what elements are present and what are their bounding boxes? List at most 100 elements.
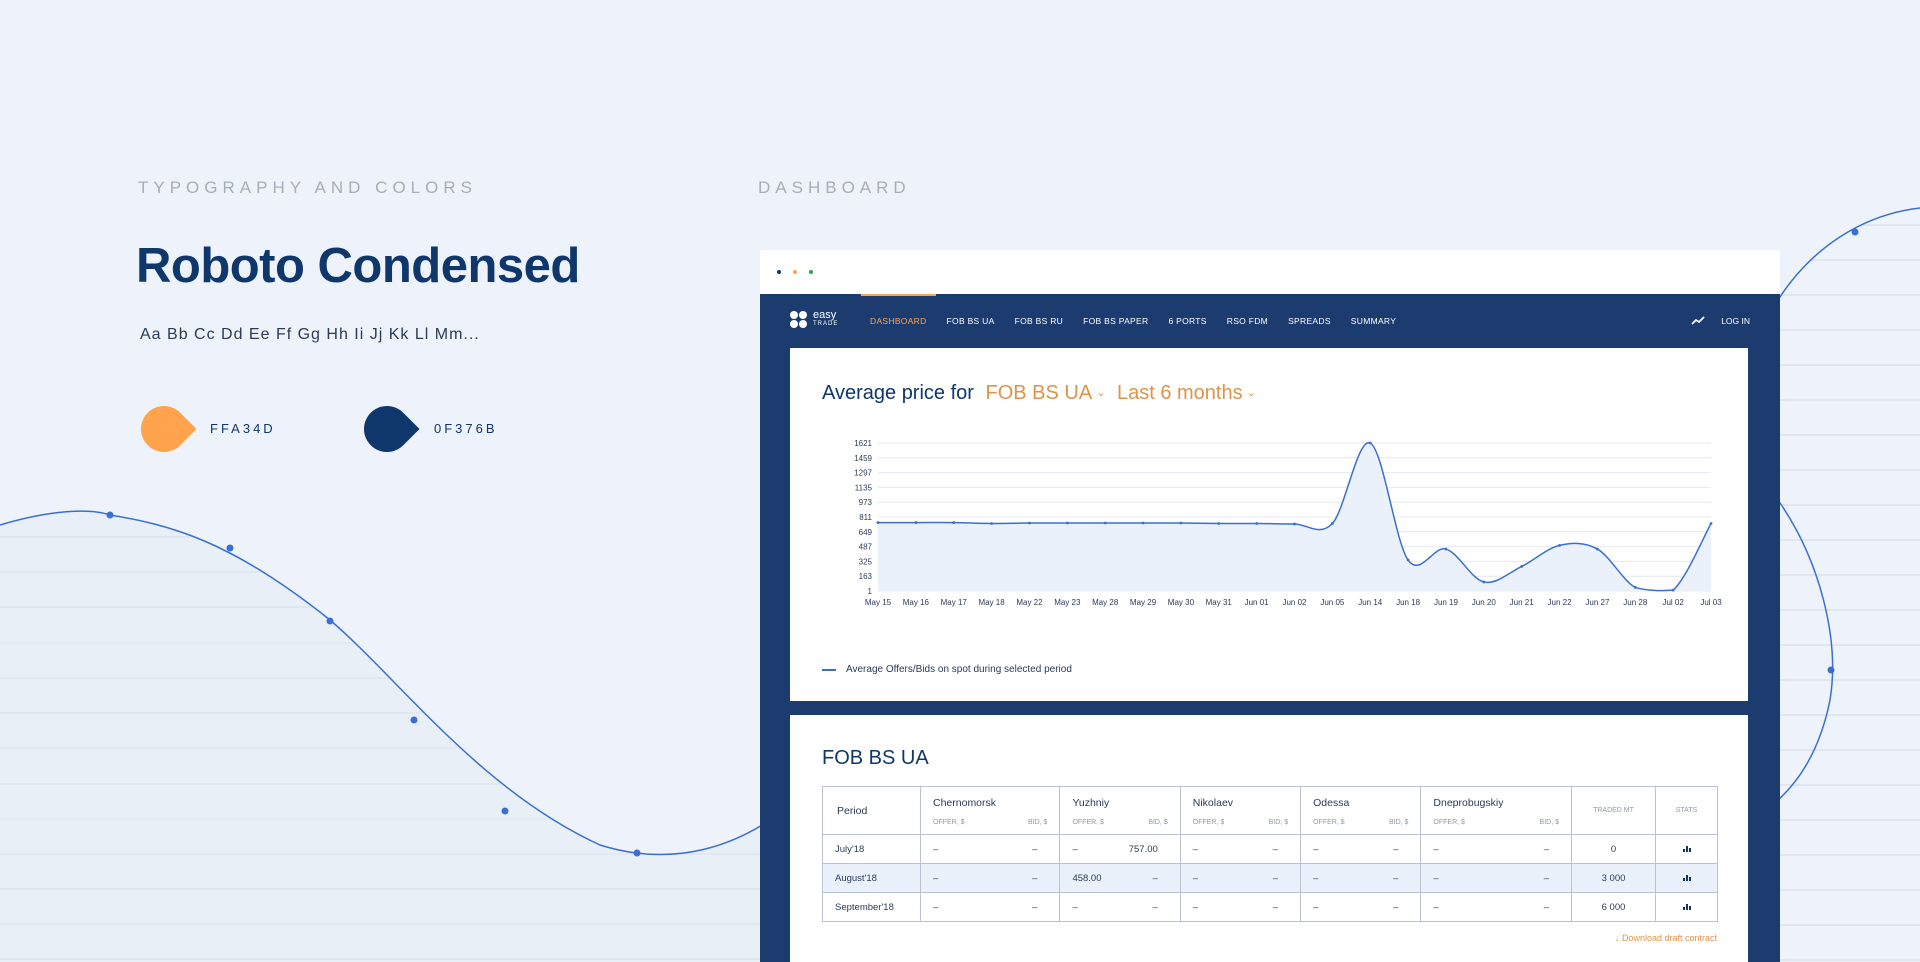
x-tick-label: Jun 01 [1245,598,1270,607]
font-name: Roboto Condensed [136,239,580,293]
stats-cell[interactable] [1655,834,1718,864]
offer-value: – [933,901,939,913]
window-dot-orange [793,270,797,274]
data-point [1482,580,1486,584]
market-dropdown-value: FOB BS UA [985,382,1093,404]
offer-label: OFFER, $ [1433,819,1465,826]
data-point [1255,522,1259,525]
data-point [952,521,956,524]
port-cell: – – [919,834,1061,864]
logo[interactable]: easy TRADE [790,309,839,329]
port-name: Chernomorsk [933,797,997,809]
header-port: Odessa OFFER, $ BID, $ [1300,786,1422,835]
header-port: Yuzhniy OFFER, $ BID, $ [1059,786,1181,835]
bid-label: BID, $ [1148,819,1168,826]
data-point [1179,521,1183,525]
stats-cell[interactable] [1655,892,1718,922]
nav-item-fob-bs-ua[interactable]: FOB BS UA [946,316,995,326]
port-cell: – – [919,863,1061,893]
data-point [990,522,993,525]
section-label-typography: TYPOGRAPHY AND COLORS [138,178,477,197]
nav-item-6-ports[interactable]: 6 PORTS [1168,316,1207,326]
x-tick-label: May 23 [1054,598,1081,607]
bar-chart-icon[interactable] [1682,874,1691,881]
logo-text-top: easy [813,309,837,321]
bid-value: – [1272,901,1279,913]
nav-item-summary[interactable]: SUMMARY [1350,316,1397,326]
nav-item-fob-bs-ru[interactable]: FOB BS RU [1014,316,1064,326]
offer-value: – [1313,872,1319,884]
bar-chart-icon[interactable] [1682,903,1691,910]
stats-cell[interactable] [1655,863,1718,893]
bid-value: – [1032,843,1038,855]
offer-label: OFFER, $ [933,819,965,826]
y-tick-label: 487 [859,543,873,552]
chart-card-title: Average price for FOB BS UA ⌄ Last 6 mont… [822,382,1256,405]
offer-label: OFFER, $ [1072,819,1104,826]
header-traded: TRADED MT [1571,786,1656,835]
nav-item-dashboard[interactable]: DASHBOARD [861,294,936,348]
table-row: July'18– – –757.00– – – – – –0 [822,834,1718,864]
offer-value: – [1433,872,1439,884]
port-name: Odessa [1313,797,1350,809]
x-tick-label: May 15 [865,598,892,607]
port-cell: – – [919,892,1061,922]
bid-value: – [1393,901,1399,913]
bid-value: – [1272,843,1279,855]
port-cell: 458.00 – [1059,863,1181,893]
market-dropdown[interactable]: FOB BS UA ⌄ [986,382,1106,404]
window-dot-green [809,270,813,274]
port-name: Nikolaev [1192,797,1234,809]
legend-label: Average Offers/Bids on spot during selec… [846,664,1072,675]
y-tick-label: 325 [859,557,873,566]
offer-label: OFFER, $ [1192,819,1225,826]
nav-item-spreads[interactable]: SPREADS [1288,316,1331,326]
trend-icon[interactable] [1691,316,1705,326]
offer-value: – [1433,843,1439,855]
bid-value: – [1393,843,1399,855]
data-point [1520,565,1524,568]
y-tick-label: 1621 [854,439,872,448]
bar-chart-icon[interactable] [1682,845,1691,852]
window-titlebar [760,250,1780,294]
offer-value: – [1072,843,1078,855]
login-button[interactable]: LOG IN [1721,316,1750,326]
arrow-down-icon: ↓ [1614,933,1620,943]
x-tick-label: Jun 28 [1623,598,1648,607]
bid-value: – [1393,872,1399,884]
nav-right: LOG IN [1691,294,1750,348]
data-point [876,521,880,524]
period-dropdown[interactable]: Last 6 months ⌄ [1117,382,1256,404]
price-chart: 1 163 325 487 649 811 973 1135 1297 1459 1621 May 1… [854,439,1722,607]
offer-value: – [1192,872,1199,884]
row-period: August'18 [822,863,921,893]
nav-item-fob-bs-paper[interactable]: FOB BS PAPER [1083,316,1149,326]
x-tick-label: May 29 [1130,598,1157,607]
section-label-dashboard: DASHBOARD [758,178,911,197]
data-point [1293,522,1296,526]
logo-text: easy TRADE [813,309,839,329]
y-tick-label: 163 [859,572,873,581]
prices-table: Period Chernomorsk OFFER, $ BID, $ Yuzhniy… [822,786,1718,922]
nav-item-rso-fdm[interactable]: RSO FDM [1226,316,1269,326]
data-point [1406,558,1410,562]
offer-value: – [1313,843,1319,855]
y-tick-label: 1459 [854,454,872,463]
download-draft-contract-link[interactable]: ↓ Download draft contract [1615,933,1717,943]
x-tick-label: May 31 [1206,598,1233,607]
port-cell: – – [1059,892,1181,922]
x-tick-label: May 18 [978,598,1005,607]
offer-value: – [1313,901,1319,913]
series-line [878,442,1712,592]
data-point [1217,522,1221,525]
bid-label: BID, $ [1388,819,1409,826]
x-tick-label: Jun 27 [1585,598,1610,607]
logo-text-bottom: TRADE [813,321,839,327]
traded-value: 0 [1571,834,1656,864]
legend-swatch [822,668,836,671]
data-point [1558,544,1561,547]
data-point [1368,441,1372,445]
port-name: Dneprobugskiy [1433,797,1504,809]
offer-value: – [1192,901,1199,913]
x-tick-label: Jun 02 [1282,598,1307,607]
